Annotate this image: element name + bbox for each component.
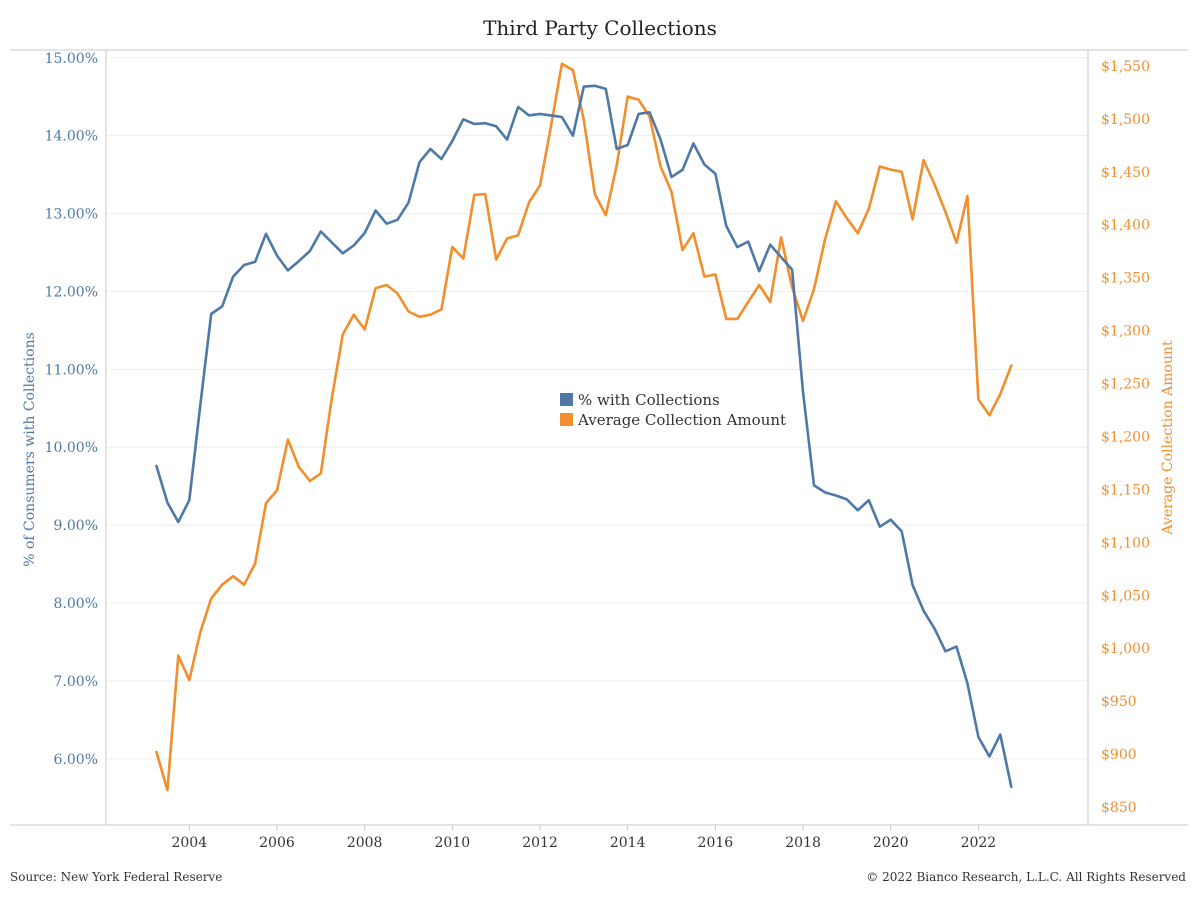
y-axis-title: % of Consumers with Collections — [22, 332, 38, 567]
y2-tick-label: $1,550 — [1101, 59, 1150, 75]
x-tick-label: 2020 — [873, 835, 909, 851]
y-tick-label: 13.00% — [45, 207, 98, 223]
x-tick-label: 2018 — [785, 835, 821, 851]
x-tick-label: 2014 — [610, 835, 646, 851]
y2-tick-label: $1,300 — [1101, 324, 1150, 340]
y2-tick-label: $1,000 — [1101, 641, 1150, 657]
y2-tick-label: $1,050 — [1101, 588, 1150, 604]
y-tick-label: 6.00% — [54, 752, 98, 768]
y-tick-label: 9.00% — [54, 518, 98, 534]
y2-tick-label: $1,500 — [1101, 112, 1150, 128]
source-note: Source: New York Federal Reserve — [10, 870, 223, 884]
y-tick-label: 10.00% — [45, 440, 98, 456]
copyright-note: © 2022 Bianco Research, L.L.C. All Right… — [866, 870, 1186, 884]
legend-swatch — [560, 413, 573, 426]
y-tick-label: 14.00% — [45, 129, 98, 145]
series-line-average-amount — [155, 62, 1013, 792]
y2-tick-label: $900 — [1101, 747, 1137, 763]
y2-tick-label: $1,350 — [1101, 271, 1150, 287]
y-tick-label: 7.00% — [54, 674, 98, 690]
y-tick-label: 12.00% — [45, 284, 98, 300]
y-tick-label: 11.00% — [45, 362, 98, 378]
x-tick-label: 2022 — [961, 835, 997, 851]
y2-tick-label: $1,150 — [1101, 482, 1150, 498]
x-tick-label: 2008 — [347, 835, 383, 851]
y2-tick-label: $850 — [1101, 800, 1137, 816]
y-tick-label: 8.00% — [54, 596, 98, 612]
series-line-pct-collections — [155, 84, 1013, 789]
y2-tick-label: $1,450 — [1101, 165, 1150, 181]
legend-label: Average Collection Amount — [577, 411, 786, 429]
y2-tick-label: $950 — [1101, 694, 1137, 710]
y2-axis-title: Average Collection Amount — [1160, 340, 1176, 536]
y-tick-label: 15.00% — [45, 51, 98, 67]
legend-label: % with Collections — [578, 391, 720, 409]
chart-title: Third Party Collections — [483, 16, 717, 40]
x-tick-label: 2004 — [171, 835, 207, 851]
x-tick-label: 2006 — [259, 835, 295, 851]
y2-tick-label: $1,400 — [1101, 218, 1150, 234]
y2-tick-label: $1,200 — [1101, 429, 1150, 445]
legend-swatch — [560, 393, 573, 406]
y2-tick-label: $1,100 — [1101, 535, 1150, 551]
x-tick-label: 2010 — [435, 835, 471, 851]
x-tick-label: 2012 — [522, 835, 558, 851]
y2-tick-label: $1,250 — [1101, 377, 1150, 393]
x-tick-label: 2016 — [698, 835, 734, 851]
